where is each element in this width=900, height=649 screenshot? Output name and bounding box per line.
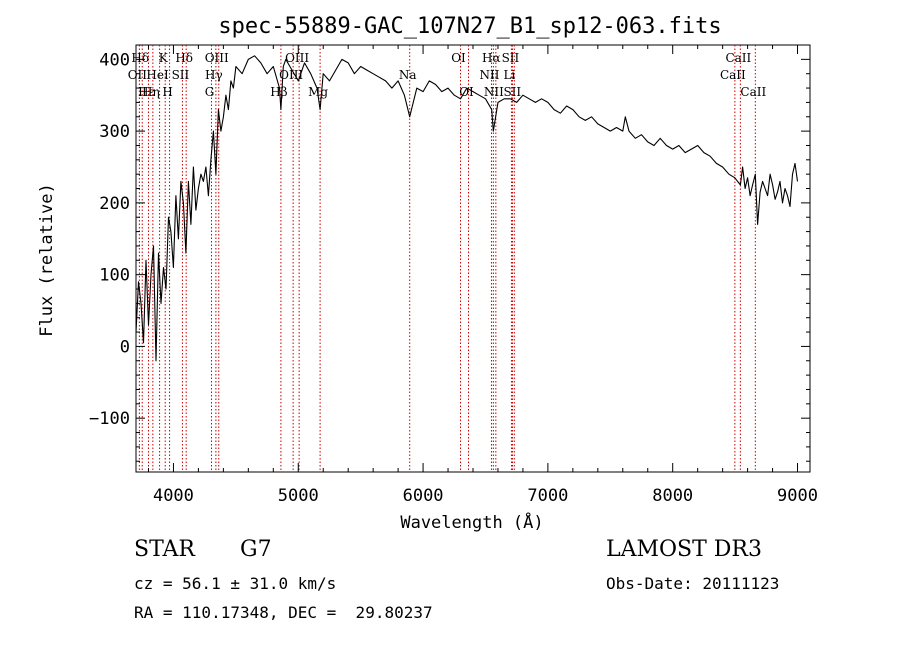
line-label: OIII [279,68,303,82]
line-label: OI [459,85,474,99]
x-tick-label: 9000 [777,486,818,506]
x-tick-label: 6000 [403,486,444,506]
plot-area: 4000 5000 6000 7000 8000 9000 −100 0 100 200 300 40… [89,44,818,506]
line-label: K [159,51,169,65]
x-tick-label: 7000 [527,486,568,506]
line-label: SII [502,51,520,65]
redshift-velocity: cz = 56.1 ± 31.0 km/s [134,574,337,593]
x-tick-label: 4000 [153,486,194,506]
y-tick-label: 300 [99,122,130,142]
line-label: Hδ [175,51,193,65]
object-subclass: G7 [240,537,272,562]
line-label: CaII [720,68,746,82]
chart-title: spec-55889-GAC_107N27_B1_sp12-063.fits [218,14,721,39]
line-label: Na [399,68,417,82]
y-axis-label: Flux (relative) [37,183,57,337]
line-label: NII [484,85,504,99]
y-tick-label: −100 [89,409,130,429]
x-tick-label: 5000 [278,486,319,506]
line-label: Hε [138,85,155,99]
line-label: CaII [725,51,751,65]
line-label: Hγ [205,68,223,82]
line-label: SII [172,68,190,82]
y-tick-label: 400 [99,50,130,70]
y-tick-label: 0 [120,337,130,357]
object-class: STAR [134,537,195,562]
y-tick-label: 200 [99,194,130,214]
line-label: OII [128,68,148,82]
line-label: Hβ [270,85,287,99]
line-label: Mg [308,85,328,99]
line-label: OIII [285,51,309,65]
x-tick-label: 8000 [652,486,693,506]
line-label: SII [503,85,521,99]
x-axis-label: Wavelength (Å) [400,511,543,533]
y-tick-label: 100 [99,266,130,286]
survey-name: LAMOST DR3 [606,537,762,562]
line-label: OIII [205,51,229,65]
series-line-flux [135,55,799,362]
coordinates: RA = 110.17348, DEC = 29.80237 [134,603,433,622]
line-label: HeI [146,68,169,82]
line-label: Li [504,68,516,82]
line-label: OI [451,51,466,65]
line-label: H [162,85,172,99]
line-label: Hδ [131,51,149,65]
observation-date: Obs-Date: 20111123 [606,574,780,593]
plot-frame [135,44,811,473]
line-label: Hη [142,85,160,99]
line-label: NII [479,68,499,82]
line-label: CaII [740,85,766,99]
line-label: Hα [482,51,501,65]
line-label: G [205,85,215,99]
